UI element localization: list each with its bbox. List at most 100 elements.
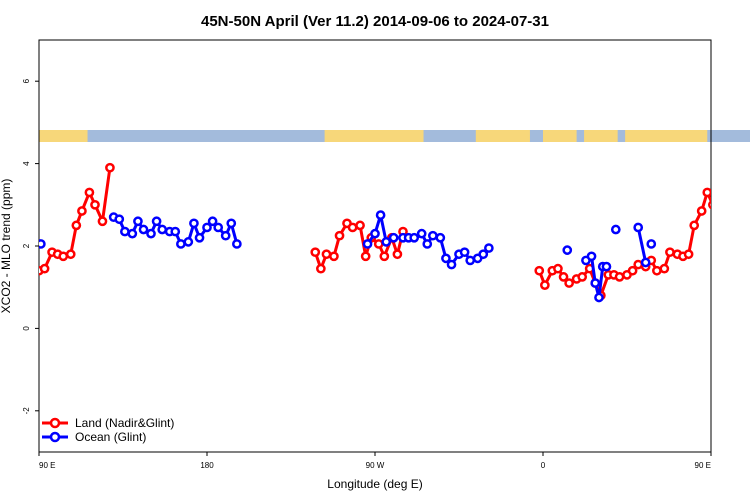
data-point bbox=[534, 265, 545, 276]
data-point bbox=[334, 230, 345, 241]
data-point bbox=[594, 292, 604, 303]
data-point bbox=[347, 222, 358, 233]
strip-ocean-2 bbox=[529, 130, 543, 142]
legend-ocean-label: Ocean (Glint) bbox=[75, 430, 146, 444]
data-point bbox=[465, 255, 476, 266]
data-point bbox=[151, 216, 162, 227]
data-point bbox=[739, 228, 746, 235]
data-point bbox=[39, 239, 46, 249]
data-point bbox=[577, 272, 588, 282]
data-point bbox=[321, 249, 332, 260]
data-point bbox=[441, 253, 451, 264]
data-point bbox=[77, 206, 87, 216]
data-point bbox=[416, 228, 427, 239]
data-point bbox=[355, 220, 365, 231]
legend-land-label: Land (Nadir&Glint) bbox=[75, 416, 174, 430]
y-tick-label: -2 bbox=[22, 407, 31, 415]
data-point bbox=[484, 243, 494, 253]
data-point bbox=[722, 164, 729, 171]
data-point bbox=[65, 249, 76, 260]
data-point bbox=[646, 239, 657, 249]
data-point bbox=[564, 278, 574, 288]
data-point bbox=[373, 239, 384, 249]
x-axis: 90 E 180 90 W 0 90 E bbox=[38, 452, 712, 470]
data-point bbox=[610, 224, 621, 235]
data-point bbox=[696, 206, 707, 216]
data-point bbox=[659, 263, 670, 274]
data-point bbox=[702, 187, 711, 198]
data-point bbox=[114, 214, 125, 225]
data-point bbox=[422, 239, 433, 249]
data-point bbox=[435, 232, 446, 243]
data-point bbox=[388, 232, 399, 243]
data-point bbox=[601, 261, 612, 272]
data-point bbox=[590, 278, 601, 288]
data-point bbox=[170, 226, 181, 237]
data-point bbox=[105, 162, 115, 173]
strip-ocean-5 bbox=[707, 130, 750, 142]
data-point bbox=[428, 230, 438, 241]
data-point bbox=[329, 251, 339, 262]
data-point bbox=[459, 247, 470, 258]
data-point bbox=[360, 251, 371, 262]
data-point bbox=[586, 251, 597, 262]
data-point bbox=[633, 259, 644, 270]
data-point bbox=[84, 187, 95, 198]
legend-land-swatch-marker bbox=[49, 417, 61, 429]
land-ocean-strip bbox=[39, 130, 750, 142]
data-point bbox=[194, 232, 205, 243]
x-tick-label: 90 E bbox=[39, 461, 55, 470]
data-point bbox=[689, 220, 700, 231]
data-point bbox=[232, 239, 242, 249]
data-point bbox=[133, 216, 143, 227]
data-point bbox=[652, 265, 662, 276]
series-1 bbox=[39, 210, 750, 303]
series-layer bbox=[39, 162, 750, 303]
y-tick-label: 2 bbox=[22, 243, 31, 248]
data-point bbox=[540, 280, 550, 290]
data-point bbox=[633, 222, 644, 233]
legend-item-ocean: Ocean (Glint) bbox=[42, 430, 146, 444]
x-tick-label: 90 E bbox=[695, 461, 711, 470]
data-point bbox=[665, 247, 675, 258]
data-point bbox=[127, 228, 138, 239]
data-point bbox=[375, 210, 386, 220]
data-point bbox=[362, 239, 373, 249]
data-point bbox=[183, 237, 194, 247]
data-point bbox=[627, 265, 638, 276]
legend-item-land: Land (Nadir&Glint) bbox=[42, 416, 174, 430]
data-point bbox=[226, 218, 237, 229]
data-point bbox=[138, 224, 149, 235]
data-point bbox=[176, 239, 186, 249]
strip-ocean-4 bbox=[617, 130, 626, 142]
data-point bbox=[640, 257, 651, 268]
data-point bbox=[90, 199, 100, 210]
data-point bbox=[614, 272, 625, 282]
data-point bbox=[58, 251, 69, 262]
data-point bbox=[409, 232, 420, 243]
data-point bbox=[157, 224, 168, 235]
data-point bbox=[220, 230, 231, 241]
data-point bbox=[734, 216, 741, 223]
strip-ocean-0 bbox=[87, 130, 325, 142]
y-axis: -2 0 2 4 6 bbox=[22, 78, 39, 414]
data-point bbox=[370, 228, 380, 239]
data-point bbox=[316, 263, 326, 274]
data-point bbox=[97, 216, 108, 227]
x-tick-label: 180 bbox=[200, 461, 214, 470]
data-point bbox=[379, 251, 390, 262]
legend: Land (Nadir&Glint) Ocean (Glint) bbox=[42, 416, 174, 444]
data-point bbox=[683, 249, 694, 260]
data-point bbox=[189, 218, 199, 229]
data-point bbox=[478, 249, 489, 260]
strip-ocean-1 bbox=[423, 130, 476, 142]
series-line bbox=[732, 217, 750, 233]
data-point bbox=[381, 237, 392, 247]
legend-ocean-swatch-marker bbox=[49, 431, 61, 443]
data-point bbox=[120, 226, 130, 237]
data-point bbox=[717, 218, 724, 225]
data-point bbox=[562, 245, 573, 255]
x-tick-label: 90 W bbox=[366, 461, 385, 470]
x-tick-label: 0 bbox=[541, 461, 546, 470]
